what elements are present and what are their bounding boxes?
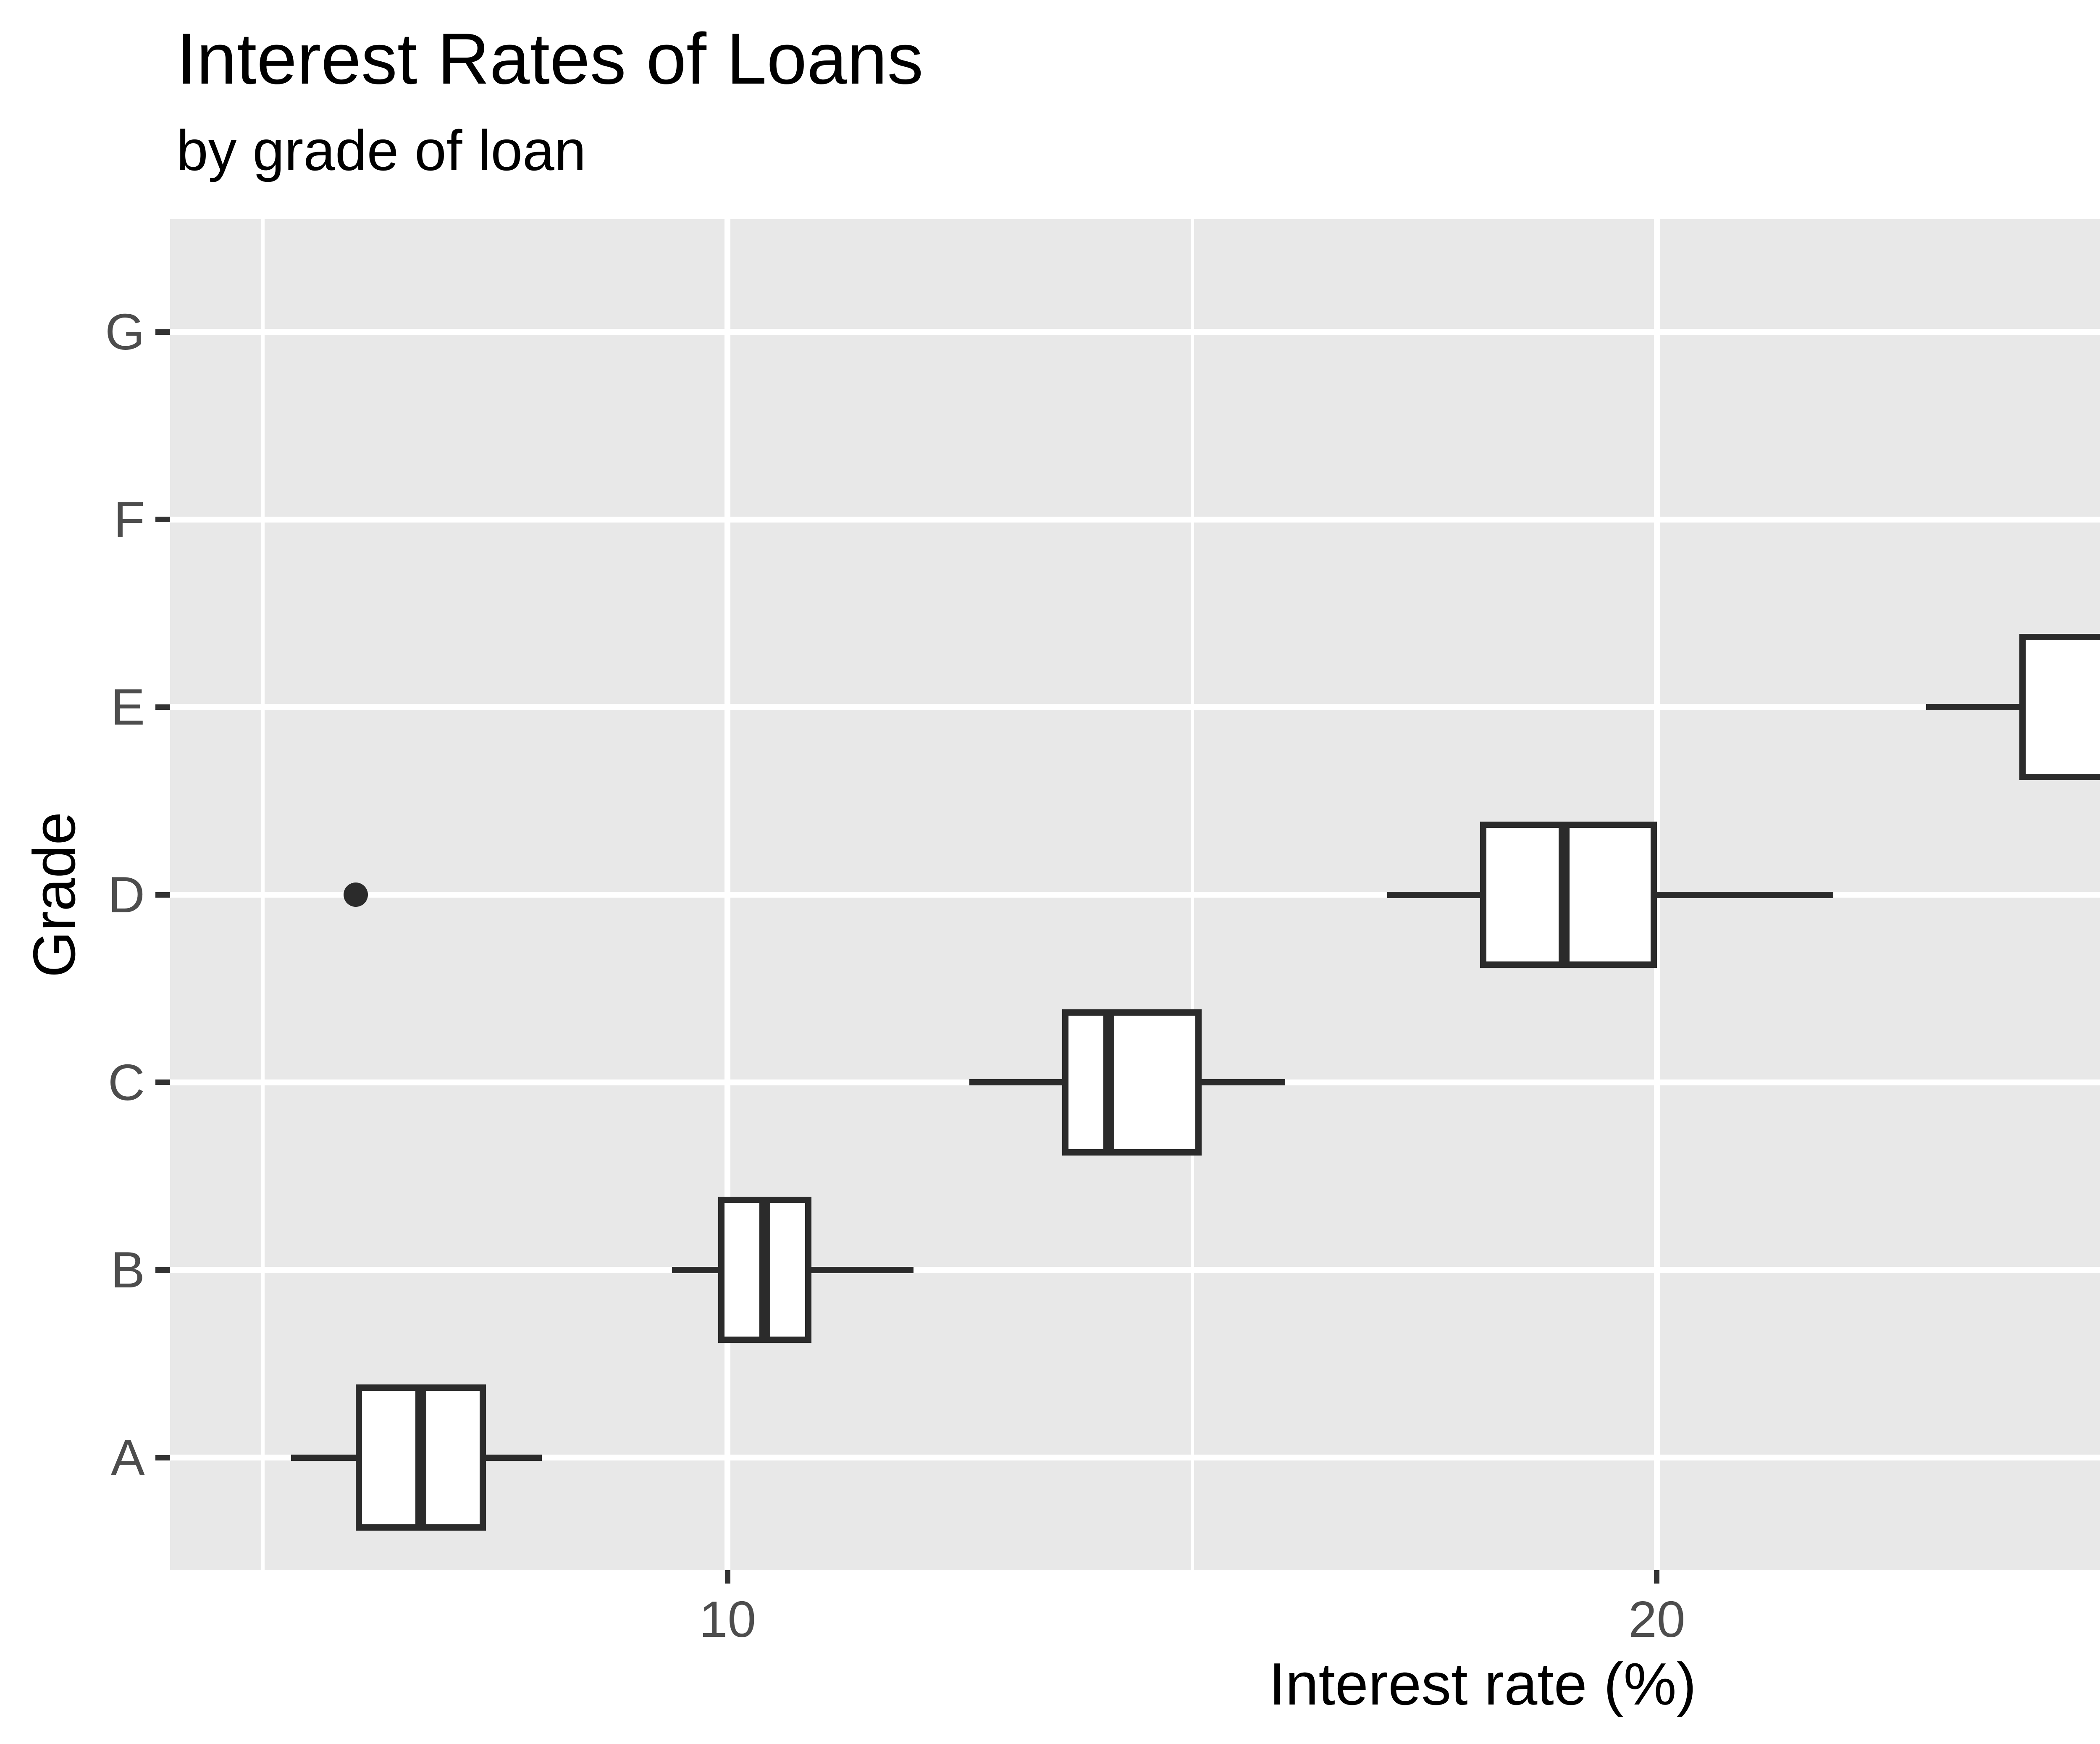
- whisker-lower: [672, 1266, 719, 1273]
- y-tick-mark: [155, 892, 170, 898]
- y-tick-mark: [155, 1267, 170, 1273]
- gridline-y-major: [170, 704, 2100, 710]
- whisker-lower: [969, 1079, 1062, 1086]
- boxplot-median-line: [415, 1384, 427, 1531]
- y-tick-mark: [155, 329, 170, 335]
- boxplot-box: [2019, 634, 2100, 780]
- plot-title: Interest Rates of Loans: [176, 18, 924, 99]
- y-tick-label: C: [108, 1053, 145, 1111]
- y-tick-label: F: [113, 491, 145, 548]
- x-tick-mark: [1654, 1570, 1660, 1584]
- whisker-upper: [486, 1454, 542, 1461]
- plot-panel: [170, 219, 2100, 1570]
- gridline-y-major: [170, 516, 2100, 523]
- y-tick-mark: [155, 1455, 170, 1460]
- boxplot-median-line: [759, 1197, 770, 1343]
- whisker-lower: [1926, 704, 2019, 710]
- gridline-x-major: [724, 219, 731, 1570]
- x-tick-mark: [724, 1570, 730, 1584]
- y-axis-title: Grade: [21, 812, 88, 978]
- y-tick-label: B: [110, 1241, 145, 1299]
- gridline-y-major: [170, 329, 2100, 335]
- gridline-x-minor: [1190, 219, 1194, 1570]
- whisker-lower: [1387, 891, 1480, 898]
- gridline-x-minor: [261, 219, 265, 1570]
- gridline-y-major: [170, 1455, 2100, 1460]
- y-tick-mark: [155, 517, 170, 523]
- whisker-lower: [291, 1454, 356, 1461]
- whisker-upper: [811, 1266, 914, 1273]
- whisker-upper: [1201, 1079, 1285, 1086]
- whisker-upper: [1656, 891, 1834, 898]
- y-tick-mark: [155, 704, 170, 710]
- plot-subtitle: by grade of loan: [176, 118, 586, 182]
- y-tick-label: E: [110, 678, 145, 736]
- boxplot-median-line: [1558, 822, 1570, 968]
- x-axis-title: Interest rate (%): [1269, 1651, 1696, 1718]
- x-tick-label: 10: [699, 1591, 756, 1648]
- outlier-point: [344, 883, 368, 907]
- y-tick-label: G: [105, 303, 145, 360]
- y-tick-label: D: [108, 866, 145, 923]
- y-tick-label: A: [110, 1429, 145, 1486]
- x-tick-label: 20: [1628, 1591, 1685, 1648]
- gridline-y-major: [170, 1267, 2100, 1273]
- boxplot-median-line: [1103, 1009, 1114, 1156]
- y-tick-mark: [155, 1079, 170, 1085]
- boxplot-box: [1062, 1009, 1202, 1156]
